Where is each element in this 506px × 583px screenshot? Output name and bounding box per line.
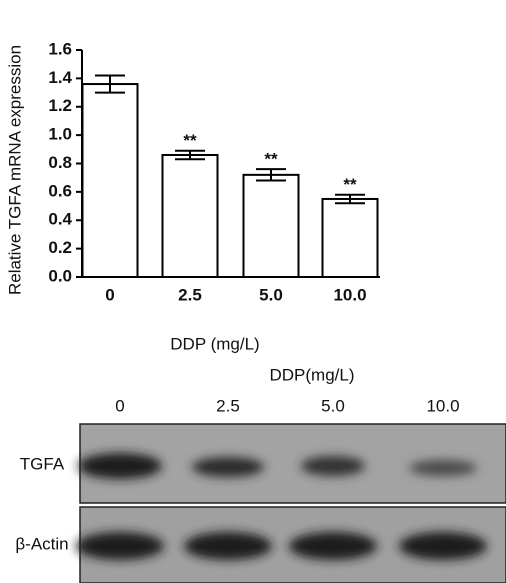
y-axis-label: Relative TGFA mRNA expression — [5, 45, 24, 295]
bar — [161, 153, 219, 278]
bar — [242, 173, 300, 279]
x-tick-label: 2.5 — [178, 285, 202, 304]
y-tick-label: 0.2 — [48, 238, 72, 257]
y-tick-label: 0.0 — [48, 266, 72, 285]
blot-tgfa — [78, 423, 506, 504]
row-label: TGFA — [20, 454, 65, 473]
significance-label: ** — [264, 150, 278, 169]
y-tick-label: 0.4 — [48, 210, 72, 229]
row-label: β-Actin — [15, 534, 68, 553]
lane-label: 0 — [115, 396, 124, 415]
x-tick-label: 0 — [105, 285, 114, 304]
significance-label: ** — [343, 175, 357, 194]
blot-actin — [76, 506, 506, 583]
blot-title: DDP(mg/L) — [269, 365, 354, 384]
lane-label: 10.0 — [426, 396, 459, 415]
y-tick-label: 0.8 — [48, 153, 72, 172]
significance-label: ** — [183, 131, 197, 150]
x-tick-label: 10.0 — [333, 285, 366, 304]
y-tick-label: 1.2 — [48, 96, 72, 115]
x-tick-label: 5.0 — [259, 285, 283, 304]
y-tick-label: 1.0 — [48, 125, 72, 144]
y-tick-label: 0.6 — [48, 181, 72, 200]
lane-label: 5.0 — [321, 396, 345, 415]
y-tick-label: 1.4 — [48, 68, 72, 87]
bar — [321, 197, 379, 278]
y-tick-label: 1.6 — [48, 39, 72, 58]
bar — [81, 83, 139, 278]
lane-label: 2.5 — [216, 396, 240, 415]
x-axis-label: DDP (mg/L) — [170, 334, 259, 353]
